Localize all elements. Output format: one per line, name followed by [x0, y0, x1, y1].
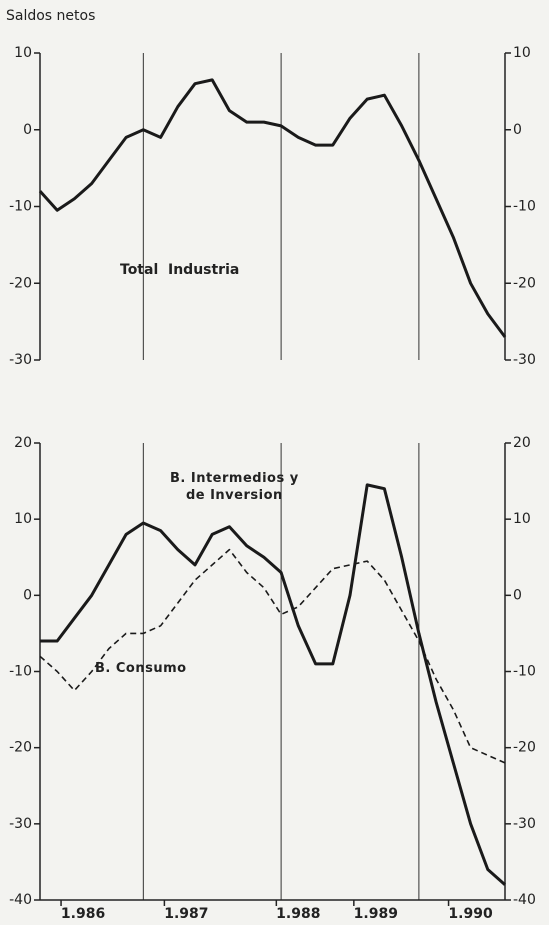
- y-tick-label: 10: [14, 511, 32, 527]
- y-tick-label-right: -20: [513, 275, 536, 291]
- annotation: Total Industria: [120, 262, 239, 278]
- y-tick-label: -20: [9, 740, 32, 756]
- y-tick-label-right: -30: [513, 816, 536, 832]
- line: [38, 78, 507, 338]
- y-tick-label: -30: [9, 352, 32, 368]
- series-line: [39, 548, 506, 764]
- y-tick-label: 10: [14, 45, 32, 61]
- y-tick-label-right: -10: [513, 199, 536, 215]
- y-tick-label-right: -40: [513, 892, 536, 908]
- y-tick-label-right: -30: [513, 352, 536, 368]
- y-tick-label-right: 10: [513, 511, 531, 527]
- y-tick-label: -20: [9, 275, 32, 291]
- y-tick-label: -30: [9, 816, 32, 832]
- y-tick-label-right: 20: [513, 435, 531, 451]
- x-tick-label: 1.988: [276, 906, 320, 922]
- y-tick-label: -40: [9, 892, 32, 908]
- y-tick-label-right: 10: [513, 45, 531, 61]
- y-tick-label: 0: [23, 122, 32, 138]
- y-tick-label: 0: [23, 587, 32, 603]
- x-tick-label: 1.989: [354, 906, 398, 922]
- series-label: B. Consumo: [95, 661, 187, 676]
- y-tick-label-right: 0: [513, 122, 522, 138]
- y-tick-label: -10: [9, 664, 32, 680]
- y-tick-label-right: -20: [513, 740, 536, 756]
- chart-title: Saldos netos: [6, 8, 95, 24]
- y-tick-label: 20: [14, 435, 32, 451]
- y-tick-label-right: -10: [513, 664, 536, 680]
- y-tick-label-right: 0: [513, 587, 522, 603]
- y-tick-label: -10: [9, 199, 32, 215]
- series-label: B. Intermedios y de Inversion: [170, 471, 299, 503]
- x-tick-label: 1.986: [61, 906, 105, 922]
- x-tick-label: 1.987: [164, 906, 208, 922]
- x-tick-label: 1.990: [448, 906, 493, 922]
- series-line: [40, 483, 506, 886]
